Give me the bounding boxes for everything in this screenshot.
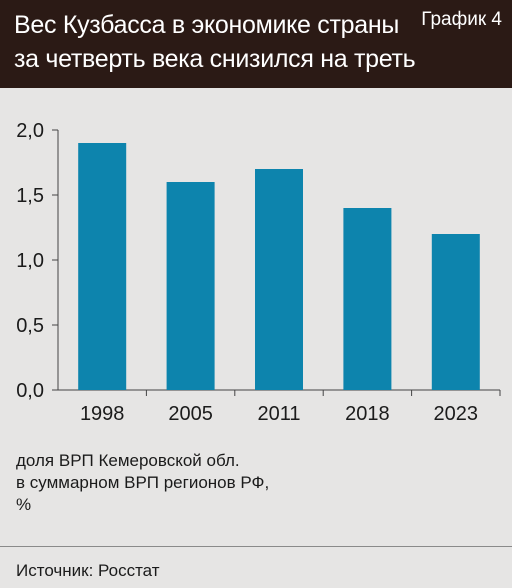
chart-title: Вес Кузбасса в экономике страны за четве… [14, 8, 416, 76]
y-tick-label: 2,0 [16, 120, 44, 142]
units-note-line-1: доля ВРП Кемеровской обл. [16, 451, 240, 470]
units-note-line-2: в суммарном ВРП регионов РФ, [16, 473, 270, 492]
bar-chart: 0,0 0,5 1,0 1,5 2,0 1998 2005 2011 2018 2023 [16, 120, 501, 425]
source-label: Источник: Росстат [16, 561, 160, 580]
bar-2005 [166, 182, 215, 390]
bar-1998 [78, 143, 127, 390]
bar-2011 [255, 169, 303, 390]
bar-2018 [343, 208, 392, 390]
units-note-line-3: % [16, 495, 32, 514]
title-line-1: Вес Кузбасса в экономике страны [14, 11, 400, 39]
chart-units-note: доля ВРП Кемеровской обл. в суммарном ВР… [16, 450, 416, 516]
y-tick-label: 0,5 [16, 315, 44, 337]
y-tick-label: 1,5 [16, 185, 44, 207]
x-tick-label: 2018 [345, 403, 390, 425]
x-tick-label: 1998 [80, 403, 125, 425]
chart-header: Вес Кузбасса в экономике страны за четве… [0, 0, 512, 88]
y-tick-label: 0,0 [16, 380, 44, 402]
bar-2023 [431, 234, 480, 390]
x-tick-label: 2005 [168, 403, 213, 425]
footer-divider [0, 546, 512, 547]
figure-number-badge: График 4 [421, 9, 502, 30]
x-tick-label: 2023 [434, 403, 479, 425]
x-tick-label: 2011 [257, 403, 300, 425]
title-line-2: за четверть века снизился на треть [14, 45, 416, 73]
y-tick-label: 1,0 [16, 250, 44, 272]
